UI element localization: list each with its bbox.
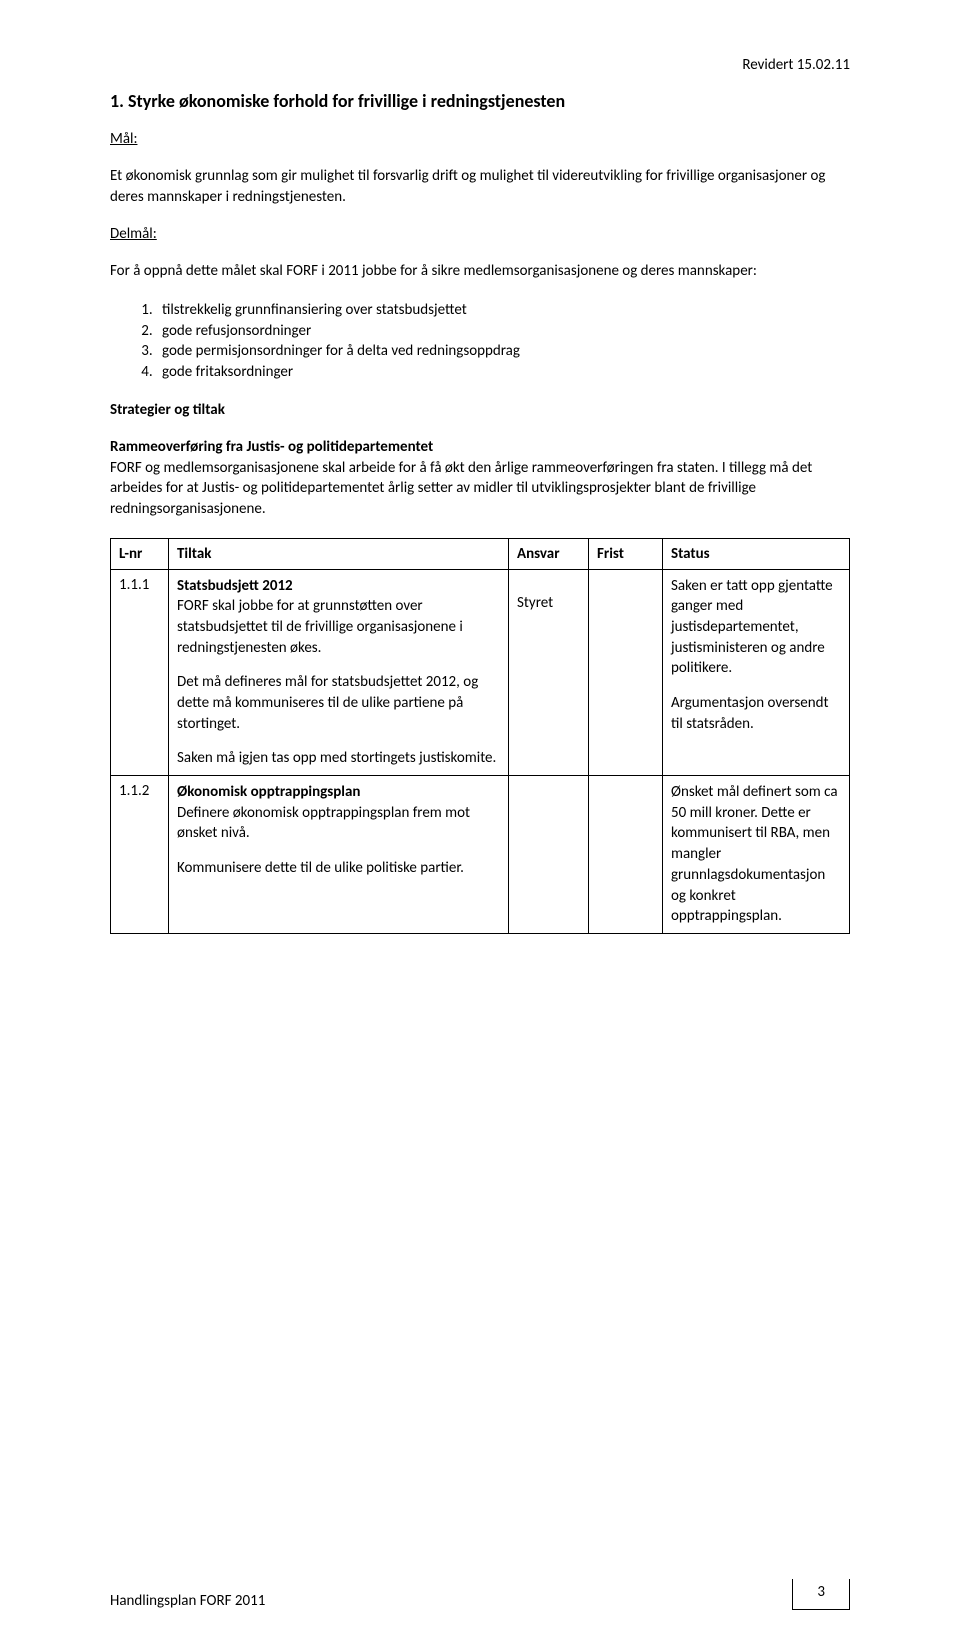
list-item: gode fritaksordninger	[156, 362, 850, 383]
strategier-label: Strategier og tiltak	[110, 401, 850, 419]
tiltak-title: Statsbudsjett 2012	[177, 577, 293, 595]
revised-date: Revidert 15.02.11	[742, 56, 850, 74]
cell-status: Saken er tatt opp gjentatte ganger med j…	[663, 569, 850, 776]
cell-frist	[589, 569, 663, 776]
tiltak-text: FORF skal jobbe for at grunnstøtten over…	[177, 597, 463, 656]
cell-lnr: 1.1.2	[111, 776, 169, 934]
delmaal-label: Delmål:	[110, 225, 850, 243]
col-lnr: L-nr	[111, 538, 169, 569]
tiltak-text: Definere økonomisk opptrappingsplan frem…	[177, 804, 470, 843]
status-text: Saken er tatt opp gjentatte ganger med j…	[671, 576, 841, 679]
list-item: gode permisjonsordninger for å delta ved…	[156, 341, 850, 362]
ramme-title: Rammeoverføring fra Justis- og politidep…	[110, 438, 433, 456]
cell-tiltak: Økonomisk opptrappingsplan Definere økon…	[169, 776, 509, 934]
maal-label: Mål:	[110, 130, 850, 148]
status-text: Ønsket mål definert som ca 50 mill krone…	[671, 782, 841, 927]
tiltak-text: Det må defineres mål for statsbudsjettet…	[177, 672, 500, 734]
table-header-row: L-nr Tiltak Ansvar Frist Status	[111, 538, 850, 569]
col-tiltak: Tiltak	[169, 538, 509, 569]
tiltak-text: Saken må igjen tas opp med stortingets j…	[177, 748, 500, 769]
cell-status: Ønsket mål definert som ca 50 mill krone…	[663, 776, 850, 934]
page: Revidert 15.02.11 1. Styrke økonomiske f…	[0, 0, 960, 1650]
list-item: tilstrekkelig grunnfinansiering over sta…	[156, 300, 850, 321]
cell-lnr: 1.1.1	[111, 569, 169, 776]
col-ansvar: Ansvar	[509, 538, 589, 569]
ramme-text: FORF og medlemsorganisasjonene skal arbe…	[110, 459, 812, 518]
cell-tiltak: Statsbudsjett 2012 FORF skal jobbe for a…	[169, 569, 509, 776]
ramme-block: Rammeoverføring fra Justis- og politidep…	[110, 437, 850, 520]
table-row: 1.1.1 Statsbudsjett 2012 FORF skal jobbe…	[111, 569, 850, 776]
cell-ansvar	[509, 776, 589, 934]
cell-frist	[589, 776, 663, 934]
tiltak-table: L-nr Tiltak Ansvar Frist Status 1.1.1 St…	[110, 538, 850, 934]
footer: Handlingsplan FORF 2011 3	[110, 1579, 850, 1610]
table-row: 1.1.2 Økonomisk opptrappingsplan Definer…	[111, 776, 850, 934]
delmaal-list: tilstrekkelig grunnfinansiering over sta…	[110, 300, 850, 383]
list-item: gode refusjonsordninger	[156, 321, 850, 342]
col-frist: Frist	[589, 538, 663, 569]
delmaal-text: For å oppnå dette målet skal FORF i 2011…	[110, 261, 850, 282]
tiltak-text: Kommunisere dette til de ulike politiske…	[177, 858, 500, 879]
content: 1. Styrke økonomiske forhold for frivill…	[110, 90, 850, 934]
status-text: Argumentasjon oversendt til statsråden.	[671, 693, 841, 734]
page-number: 3	[792, 1579, 850, 1610]
section-title: 1. Styrke økonomiske forhold for frivill…	[110, 90, 850, 112]
tiltak-title: Økonomisk opptrappingsplan	[177, 783, 360, 801]
col-status: Status	[663, 538, 850, 569]
footer-left: Handlingsplan FORF 2011	[110, 1592, 265, 1610]
ansvar-text: Styret	[517, 594, 553, 612]
cell-ansvar: Styret	[509, 569, 589, 776]
maal-text: Et økonomisk grunnlag som gir mulighet t…	[110, 166, 850, 207]
